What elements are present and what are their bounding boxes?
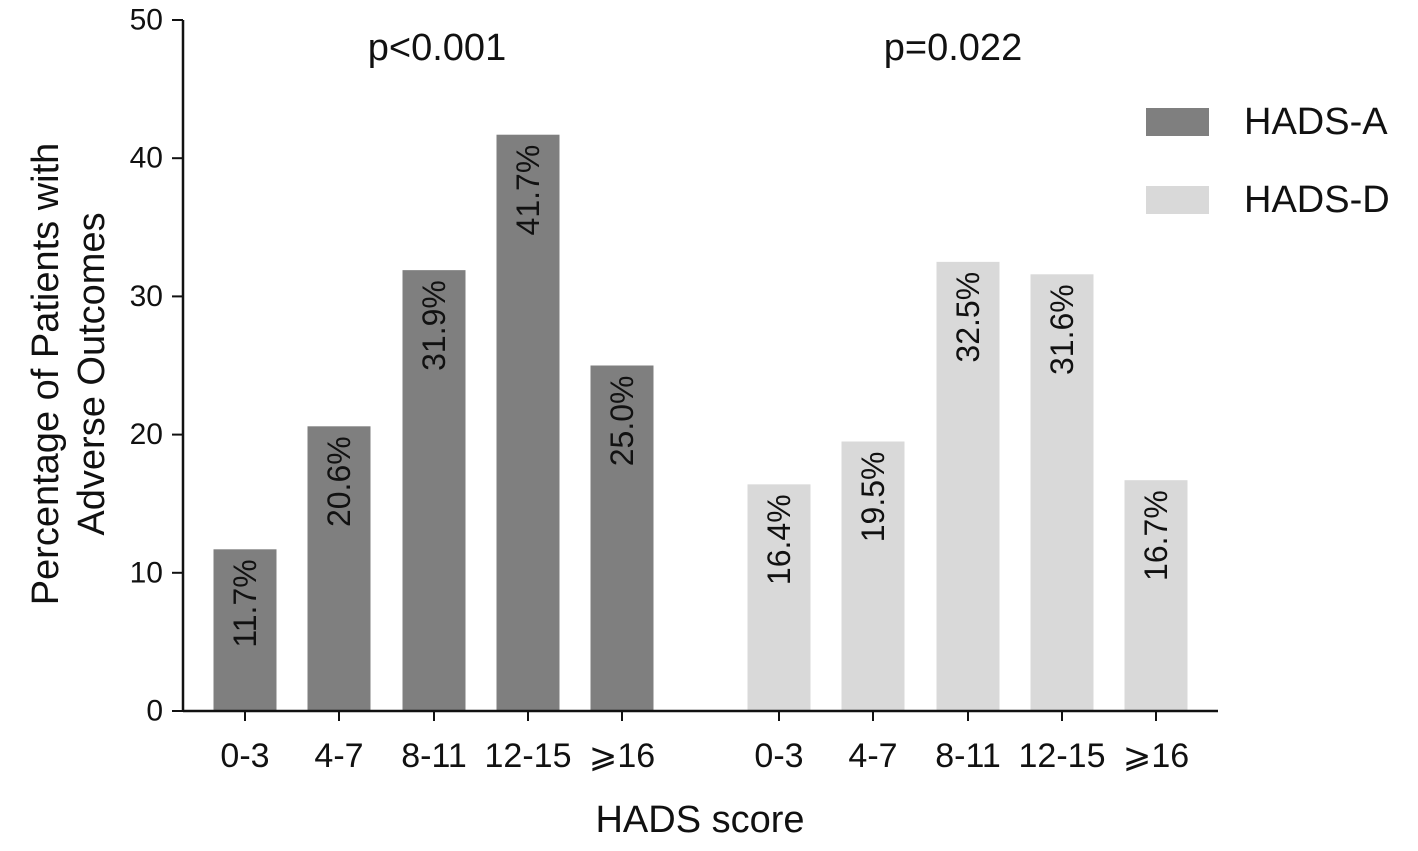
bar-hads-a-4 — [590, 365, 654, 711]
y-tick-label: 0 — [146, 695, 163, 728]
bar-value-label: 11.7% — [227, 559, 263, 647]
bar-hads-a-0 — [213, 549, 277, 711]
x-tick-label: 0-3 — [754, 737, 803, 775]
bar-value-label: 32.5% — [950, 272, 986, 363]
bar-hads-a-2 — [402, 270, 466, 711]
bar-hads-d-0 — [747, 484, 811, 711]
p-value-annotation: p=0.022 — [884, 27, 1022, 69]
y-axis-title-line-1: Percentage of Patients with — [25, 143, 67, 606]
x-tick-label: 12-15 — [1019, 737, 1106, 775]
x-tick-label: 4-7 — [314, 737, 363, 775]
x-tick-label: ⩾16 — [1123, 737, 1189, 775]
y-tick-label: 20 — [130, 418, 163, 451]
bar-value-label: 31.6% — [1044, 284, 1080, 375]
p-value-annotation: p<0.001 — [368, 27, 506, 69]
bar-hads-d-2 — [936, 261, 1000, 711]
bar-hads-d-4 — [1124, 480, 1188, 711]
bar-hads-a-3 — [496, 134, 560, 711]
bar-value-label: 20.6% — [321, 436, 357, 527]
y-axis-title-line-2: Adverse Outcomes — [71, 212, 113, 535]
bar-hads-d-3 — [1030, 274, 1094, 711]
bar-value-label: 31.9% — [416, 280, 452, 371]
bar-value-label: 16.7% — [1138, 490, 1174, 581]
legend-swatch-hads-a — [1146, 108, 1209, 136]
x-axis-title: HADS score — [595, 799, 804, 841]
legend-label-hads-d: HADS-D — [1244, 179, 1390, 221]
y-tick-label: 10 — [130, 556, 163, 589]
y-tick-label: 50 — [130, 4, 163, 37]
bar-hads-a-1 — [307, 426, 371, 711]
bar-value-label: 19.5% — [855, 452, 891, 543]
bar-value-label: 16.4% — [761, 494, 797, 585]
y-tick-label: 40 — [130, 142, 163, 175]
bar-hads-d-1 — [841, 441, 905, 711]
legend-swatch-hads-d — [1146, 186, 1209, 214]
x-tick-label: 8-11 — [401, 737, 467, 775]
bar-value-label: 41.7% — [510, 145, 546, 236]
x-tick-label: 0-3 — [220, 737, 269, 775]
y-tick-label: 30 — [130, 280, 163, 313]
legend-label-hads-a: HADS-A — [1244, 101, 1388, 143]
x-tick-label: 12-15 — [485, 737, 572, 775]
x-tick-label: 4-7 — [848, 737, 897, 775]
x-tick-label: ⩾16 — [589, 737, 655, 775]
bar-value-label: 25.0% — [604, 376, 640, 467]
x-tick-label: 8-11 — [935, 737, 1001, 775]
